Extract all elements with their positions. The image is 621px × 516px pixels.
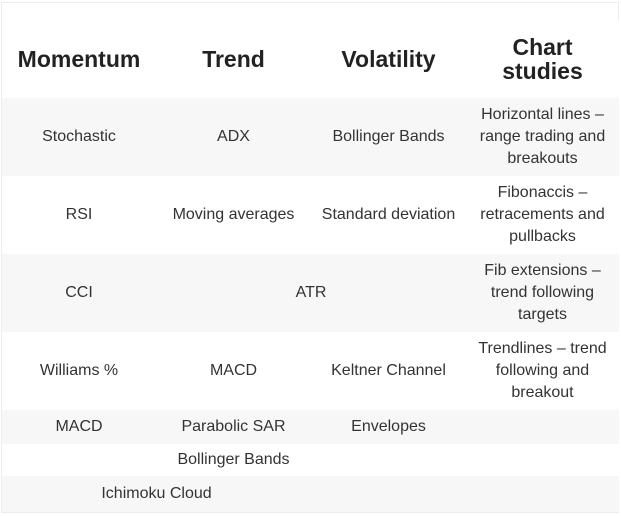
table-cell (311, 444, 466, 476)
table-cell: Williams % (2, 332, 156, 410)
header-chart-studies: Chart studies (466, 20, 619, 98)
table-cell: Fib extensions – trend following targets (466, 254, 619, 332)
table-cell: MACD (2, 410, 156, 444)
table-cell (311, 476, 619, 512)
table-row: CCI ATR Fib extensions – trend following… (2, 254, 619, 332)
table-row: Bollinger Bands (2, 444, 619, 476)
table-cell: MACD (156, 332, 311, 410)
table-cell: Fibonaccis – retracements and pullbacks (466, 176, 619, 254)
table-cell: RSI (2, 176, 156, 254)
table-cell: Bollinger Bands (156, 444, 311, 476)
table-cell: Keltner Channel (311, 332, 466, 410)
header-trend: Trend (156, 20, 311, 98)
table-row: Ichimoku Cloud (2, 476, 619, 512)
table-cell: Parabolic SAR (156, 410, 311, 444)
table-cell (2, 444, 156, 476)
table-cell: Trendlines – trend following and breakou… (466, 332, 619, 410)
table-cell (466, 410, 619, 444)
table-row: Stochastic ADX Bollinger Bands Horizonta… (2, 98, 619, 176)
table-cell: CCI (2, 254, 156, 332)
table-cell: Envelopes (311, 410, 466, 444)
technical-studies-table: Momentum Trend Volatility Chart studies … (2, 20, 619, 512)
table-cell: Bollinger Bands (311, 98, 466, 176)
table-row: MACD Parabolic SAR Envelopes (2, 410, 619, 444)
table-cell: Standard deviation (311, 176, 466, 254)
table-cell (466, 444, 619, 476)
header-row: Momentum Trend Volatility Chart studies (2, 20, 619, 98)
table-cell: ATR (156, 254, 466, 332)
header-volatility: Volatility (311, 20, 466, 98)
table-cell: Ichimoku Cloud (2, 476, 311, 512)
table-cell: Stochastic (2, 98, 156, 176)
table-cell: Horizontal lines – range trading and bre… (466, 98, 619, 176)
table-cell: Moving averages (156, 176, 311, 254)
table-cell: ADX (156, 98, 311, 176)
header-momentum: Momentum (2, 20, 156, 98)
table-row: RSI Moving averages Standard deviation F… (2, 176, 619, 254)
table-row: Williams % MACD Keltner Channel Trendlin… (2, 332, 619, 410)
